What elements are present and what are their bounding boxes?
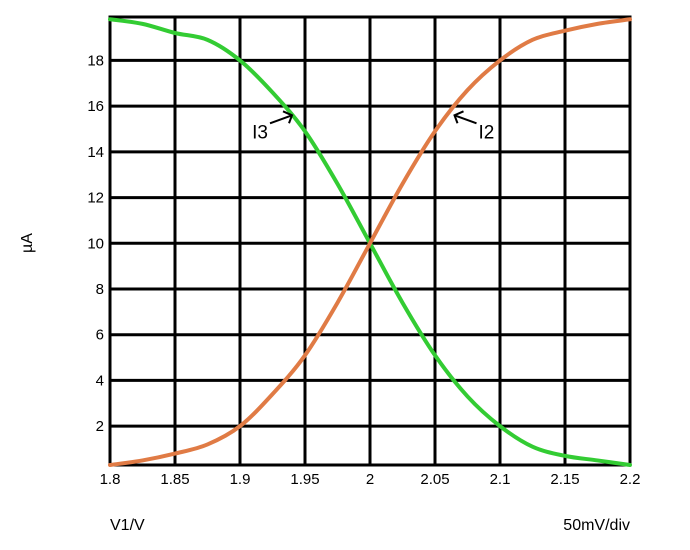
annotation-label-i3: I3	[252, 122, 268, 143]
y-tick-label: 14	[87, 144, 104, 161]
y-tick-label: 4	[96, 372, 104, 389]
series-line-i2	[108, 17, 632, 467]
annotation-label-i2: I2	[479, 122, 495, 143]
y-tick-label: 12	[87, 190, 104, 207]
annotations: I3 I2	[252, 110, 495, 143]
grid	[108, 15, 632, 467]
x-axis-title: V1/V	[110, 517, 145, 534]
y-tick-labels: 2 4 6 8 10 12 14 16 18	[87, 52, 104, 435]
x-tick-label: 2.1	[490, 471, 511, 488]
x-tick-labels: 1.8 1.85 1.9 1.95 2 2.05 2.1 2.15 2.2	[100, 471, 641, 488]
y-tick-label: 2	[96, 418, 104, 435]
y-tick-label: 8	[96, 281, 104, 298]
y-axis-title: µA	[19, 233, 36, 253]
annotation-arrow	[269, 114, 293, 125]
y-tick-label: 6	[96, 327, 104, 344]
x-tick-label: 2.15	[550, 471, 579, 488]
x-tick-label: 1.8	[100, 471, 121, 488]
x-tick-label: 1.95	[290, 471, 319, 488]
annotation-arrowhead	[282, 110, 294, 124]
annotation-arrow	[454, 114, 477, 125]
x-tick-label: 1.85	[160, 471, 189, 488]
annotation-arrowhead	[453, 110, 464, 124]
x-tick-label: 2	[366, 471, 374, 488]
y-tick-label: 18	[87, 52, 104, 69]
y-tick-label: 16	[87, 98, 104, 115]
x-tick-label: 1.9	[230, 471, 251, 488]
curves	[108, 17, 632, 467]
y-tick-label: 10	[87, 235, 104, 252]
x-tick-label: 2.2	[620, 471, 641, 488]
x-tick-label: 2.05	[420, 471, 449, 488]
scale-note: 50mV/div	[563, 517, 630, 534]
